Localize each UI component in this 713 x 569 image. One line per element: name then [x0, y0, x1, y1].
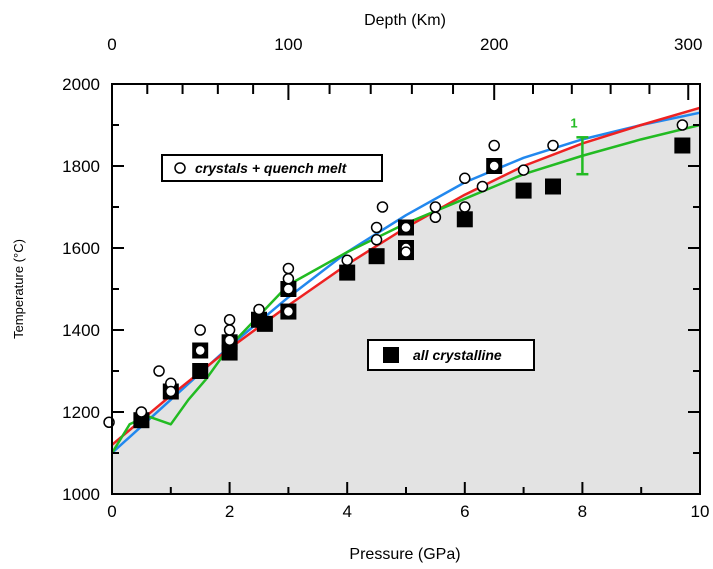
melt-point-2: [153, 365, 165, 377]
top-tick-label: 300: [674, 35, 702, 54]
melt-point-21: [400, 246, 412, 258]
crystalline-point-15: [456, 211, 473, 228]
legend-marker-melt: [174, 162, 186, 174]
crystalline-point-7: [256, 315, 273, 332]
markers-group: [103, 119, 691, 429]
legend-marker-crystalline: [383, 347, 399, 363]
melt-point-12: [282, 273, 295, 285]
melt-point-13: [282, 283, 295, 295]
top-tick-label: 200: [480, 35, 508, 54]
melt-point-6: [194, 344, 206, 357]
x-tick-label: 8: [578, 502, 587, 521]
crystalline-point-18: [545, 178, 561, 195]
crystalline-point-10: [339, 264, 356, 281]
melt-point-15: [341, 254, 353, 267]
top-tick-label: 100: [274, 35, 302, 54]
melt-point-10: [253, 303, 265, 316]
melt-point-4: [165, 385, 177, 398]
crystalline-point-11: [368, 248, 385, 265]
melt-point-18: [376, 201, 389, 213]
melt-point-23: [429, 211, 442, 223]
x-tick-label: 4: [342, 502, 351, 521]
legend-box-melt: [161, 154, 383, 182]
crystalline-point-17: [515, 182, 532, 199]
axes: 0 2 4 6 8 10 1000 1200 1400 1600 1800 2000 0 100 200 30…: [62, 35, 709, 521]
melt-point-27: [488, 139, 500, 152]
error-bar-group: 1: [570, 115, 589, 176]
melt-point-30: [547, 139, 559, 152]
melt-point-28: [488, 160, 500, 172]
legend: crystals + quench melt all crystalline: [161, 154, 535, 371]
legend-label-crystalline: all crystalline: [413, 347, 502, 363]
melt-point-7: [223, 314, 236, 326]
melt-point-1: [135, 406, 148, 418]
x-axis-title: Pressure (GPa): [349, 546, 460, 563]
melt-point-31: [676, 119, 689, 131]
y-tick-label: 1200: [62, 403, 100, 422]
top-tick-label: 0: [107, 35, 116, 54]
x-tick-label: 10: [691, 502, 710, 521]
melt-point-8: [223, 324, 236, 336]
crystalline-point-19: [674, 137, 691, 154]
crystalline-point-3: [192, 363, 209, 379]
melt-point-5: [194, 324, 206, 336]
melt-point-25: [459, 201, 471, 213]
crystalline-point-0: [133, 412, 150, 429]
melt-point-14: [282, 305, 295, 318]
y-tick-label: 1000: [62, 485, 100, 504]
x-tick-label: 2: [225, 502, 234, 521]
y-tick-label: 2000: [62, 75, 100, 94]
melt-point-26: [476, 180, 489, 193]
error-bar-label: 1: [570, 115, 577, 130]
melt-point-19: [400, 221, 412, 234]
melt-point-22: [429, 201, 442, 213]
y-axis-title: Temperature (°C): [11, 239, 26, 339]
crystalline-region-shading: [112, 107, 700, 494]
x-tick-label: 0: [107, 502, 116, 521]
x-tick-label: 6: [460, 502, 469, 521]
melt-point-17: [370, 234, 383, 246]
melt-point-16: [370, 221, 383, 234]
y-tick-label: 1600: [62, 239, 100, 258]
top-axis-title: Depth (Km): [364, 12, 446, 29]
y-tick-label: 1400: [62, 321, 100, 340]
y-tick-label: 1800: [62, 157, 100, 176]
melt-point-11: [282, 262, 295, 275]
melt-point-29: [517, 164, 530, 176]
crystalline-point-5: [221, 344, 238, 361]
melt-point-24: [459, 172, 471, 185]
melt-point-9: [223, 334, 236, 346]
legend-label-melt: crystals + quench melt: [195, 160, 348, 176]
